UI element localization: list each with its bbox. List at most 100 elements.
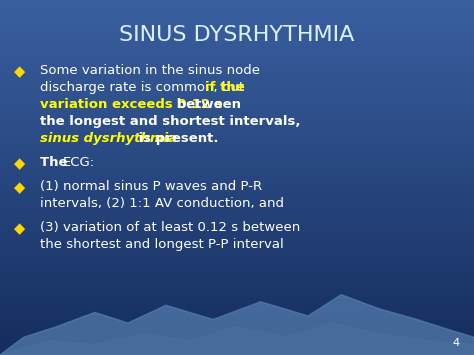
Bar	[0, 227, 474, 231]
Polygon shape	[0, 323, 474, 355]
Bar	[0, 28, 474, 32]
Bar	[0, 71, 474, 75]
Bar	[0, 82, 474, 85]
Bar	[0, 106, 474, 110]
Bar	[0, 146, 474, 149]
Bar	[0, 323, 474, 327]
Bar	[0, 64, 474, 67]
Text: discharge rate is common, but: discharge rate is common, but	[40, 81, 249, 94]
Bar	[0, 99, 474, 103]
Bar	[0, 288, 474, 291]
Bar	[0, 153, 474, 156]
Bar	[0, 46, 474, 50]
Bar	[0, 256, 474, 259]
Bar	[0, 121, 474, 124]
Text: ECG:: ECG:	[62, 156, 94, 169]
Bar	[0, 280, 474, 284]
Bar	[0, 341, 474, 344]
Bar	[0, 209, 474, 213]
Bar	[0, 185, 474, 188]
Bar	[0, 270, 474, 273]
Bar	[0, 75, 474, 78]
Bar	[0, 110, 474, 114]
Bar	[0, 252, 474, 256]
Bar	[0, 273, 474, 277]
Bar	[0, 248, 474, 252]
Bar	[0, 295, 474, 298]
Text: (1) normal sinus P waves and P-R: (1) normal sinus P waves and P-R	[40, 180, 263, 193]
Bar	[0, 245, 474, 248]
Bar	[0, 337, 474, 341]
Bar	[0, 7, 474, 11]
Bar	[0, 85, 474, 89]
Text: ◆: ◆	[14, 221, 26, 236]
Polygon shape	[0, 295, 474, 355]
Bar	[0, 36, 474, 39]
Bar	[0, 138, 474, 142]
Text: ◆: ◆	[14, 180, 26, 195]
Bar	[0, 114, 474, 117]
Bar	[0, 21, 474, 25]
Bar	[0, 241, 474, 245]
Bar	[0, 131, 474, 135]
Bar	[0, 217, 474, 220]
Bar	[0, 57, 474, 60]
Bar	[0, 202, 474, 206]
Bar	[0, 277, 474, 280]
Text: the shortest and longest P-P interval: the shortest and longest P-P interval	[40, 238, 284, 251]
Bar	[0, 18, 474, 21]
Bar	[0, 199, 474, 202]
Bar	[0, 128, 474, 131]
Bar	[0, 291, 474, 295]
Bar	[0, 174, 474, 178]
Text: if the: if the	[205, 81, 245, 94]
Bar	[0, 302, 474, 305]
Bar	[0, 188, 474, 192]
Bar	[0, 351, 474, 355]
Bar	[0, 298, 474, 302]
Text: 4: 4	[453, 338, 460, 348]
Bar	[0, 50, 474, 53]
Bar	[0, 160, 474, 163]
Text: variation exceeds 0.12 s: variation exceeds 0.12 s	[40, 98, 223, 111]
Bar	[0, 103, 474, 106]
Bar	[0, 316, 474, 320]
Bar	[0, 305, 474, 309]
Bar	[0, 11, 474, 14]
Text: is present.: is present.	[134, 132, 218, 145]
Bar	[0, 32, 474, 36]
Bar	[0, 284, 474, 288]
Bar	[0, 163, 474, 167]
Bar	[0, 117, 474, 121]
Bar	[0, 78, 474, 82]
Text: (3) variation of at least 0.12 s between: (3) variation of at least 0.12 s between	[40, 221, 301, 234]
Bar	[0, 213, 474, 217]
Bar	[0, 266, 474, 270]
Bar	[0, 192, 474, 195]
Bar	[0, 14, 474, 18]
Text: between: between	[172, 98, 241, 111]
Bar	[0, 309, 474, 312]
Bar	[0, 181, 474, 185]
Bar	[0, 312, 474, 316]
Bar	[0, 178, 474, 181]
Bar	[0, 231, 474, 234]
Bar	[0, 220, 474, 224]
Bar	[0, 344, 474, 348]
Bar	[0, 263, 474, 266]
Bar	[0, 60, 474, 64]
Text: Some variation in the sinus node: Some variation in the sinus node	[40, 64, 260, 77]
Bar	[0, 124, 474, 128]
Bar	[0, 53, 474, 57]
Text: SINUS DYSRHYTHMIA: SINUS DYSRHYTHMIA	[119, 25, 355, 45]
Bar	[0, 234, 474, 238]
Bar	[0, 327, 474, 330]
Bar	[0, 259, 474, 263]
Bar	[0, 238, 474, 241]
Bar	[0, 135, 474, 138]
Text: ◆: ◆	[14, 64, 26, 79]
Bar	[0, 348, 474, 351]
Bar	[0, 170, 474, 174]
Bar	[0, 25, 474, 28]
Bar	[0, 334, 474, 337]
